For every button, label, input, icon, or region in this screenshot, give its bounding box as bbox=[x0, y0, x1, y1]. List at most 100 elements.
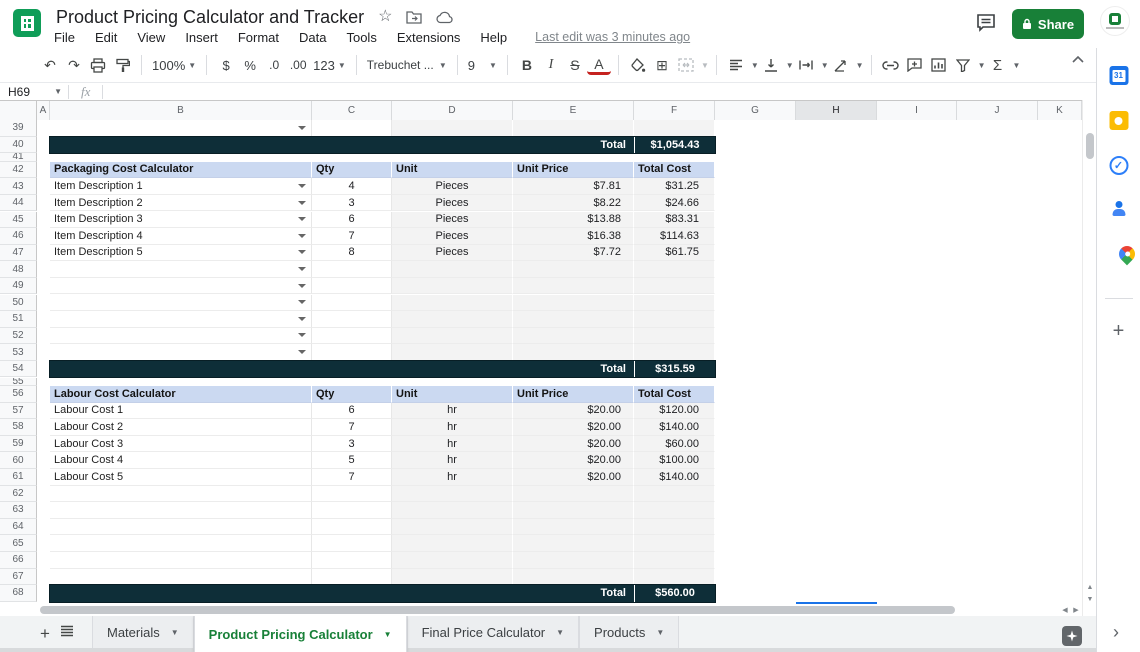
row-header-56[interactable]: 56 bbox=[0, 386, 37, 403]
section-title-cell[interactable]: Labour Cost Calculator bbox=[50, 386, 312, 403]
italic-button[interactable]: I bbox=[548, 57, 554, 72]
row-header-48[interactable]: 48 bbox=[0, 261, 37, 278]
move-folder-icon[interactable] bbox=[406, 10, 423, 24]
column-header-C[interactable]: C bbox=[312, 101, 392, 120]
unit-price-cell[interactable]: $20.00 bbox=[513, 419, 634, 436]
cloud-saved-icon[interactable] bbox=[436, 11, 454, 24]
unit-price-cell[interactable]: $13.88 bbox=[513, 211, 634, 229]
borders-icon[interactable]: ⊞ bbox=[656, 56, 668, 73]
total-cost-cell[interactable] bbox=[634, 502, 715, 519]
unit-cell[interactable] bbox=[392, 261, 513, 278]
star-icon[interactable]: ☆ bbox=[378, 8, 393, 25]
menu-file[interactable]: File bbox=[54, 29, 75, 45]
share-button[interactable]: Share bbox=[1012, 9, 1084, 39]
qty-cell[interactable] bbox=[312, 261, 392, 278]
qty-cell[interactable] bbox=[312, 294, 392, 312]
total-cost-cell[interactable]: $120.00 bbox=[634, 402, 715, 420]
unit-price-cell[interactable]: $8.22 bbox=[513, 194, 634, 212]
row-header-44[interactable]: 44 bbox=[0, 194, 37, 212]
functions-icon[interactable]: Σ bbox=[992, 56, 1003, 74]
unit-cell[interactable] bbox=[392, 311, 513, 328]
qty-cell[interactable] bbox=[312, 535, 392, 552]
total-cost-header-cell[interactable]: Total Cost bbox=[634, 386, 715, 403]
unit-cell[interactable]: hr bbox=[392, 469, 513, 486]
unit-cell[interactable] bbox=[392, 277, 513, 295]
unit-cell[interactable] bbox=[392, 120, 513, 137]
item-name-cell[interactable] bbox=[50, 568, 312, 586]
insert-comment-icon[interactable] bbox=[903, 53, 927, 77]
total-row-bar[interactable]: Total $315.59 bbox=[49, 359, 716, 379]
row-header-43[interactable]: 43 bbox=[0, 178, 37, 195]
sheets-logo-icon[interactable] bbox=[13, 9, 41, 37]
qty-cell[interactable] bbox=[312, 552, 392, 569]
unit-price-cell[interactable] bbox=[513, 552, 634, 569]
total-cost-cell[interactable]: $140.00 bbox=[634, 469, 715, 486]
total-cost-cell[interactable]: $24.66 bbox=[634, 194, 715, 212]
paint-format-icon[interactable] bbox=[110, 53, 134, 77]
item-name-cell[interactable] bbox=[50, 535, 312, 552]
column-header-I[interactable]: I bbox=[877, 101, 957, 120]
functions-dropdown-icon[interactable]: ▼ bbox=[1012, 60, 1021, 70]
unit-cell[interactable] bbox=[392, 485, 513, 503]
qty-cell[interactable]: 6 bbox=[312, 402, 392, 420]
qty-cell[interactable] bbox=[312, 120, 392, 137]
qty-cell[interactable] bbox=[312, 485, 392, 503]
total-cost-cell[interactable] bbox=[634, 485, 715, 503]
item-name-cell[interactable] bbox=[50, 518, 312, 536]
horizontal-align-icon[interactable] bbox=[724, 53, 748, 77]
account-avatar[interactable] bbox=[1100, 6, 1130, 36]
item-name-cell[interactable]: Labour Cost 4 bbox=[50, 452, 312, 469]
column-header-E[interactable]: E bbox=[513, 101, 634, 120]
unit-cell[interactable]: hr bbox=[392, 435, 513, 453]
cell-dropdown-icon[interactable] bbox=[298, 125, 306, 130]
unit-price-cell[interactable] bbox=[513, 327, 634, 345]
unit-cell[interactable] bbox=[392, 344, 513, 361]
row-header-57[interactable]: 57 bbox=[0, 402, 37, 420]
qty-cell[interactable] bbox=[312, 277, 392, 295]
cell-dropdown-icon[interactable] bbox=[298, 233, 306, 238]
cell-dropdown-icon[interactable] bbox=[298, 350, 306, 355]
zoom-select[interactable]: 100% ▼ bbox=[152, 57, 197, 73]
unit-price-header-cell[interactable]: Unit Price bbox=[513, 386, 634, 403]
column-header-A[interactable]: A bbox=[37, 101, 50, 120]
total-cost-cell[interactable] bbox=[634, 311, 715, 328]
add-sheet-icon[interactable]: + bbox=[40, 624, 50, 643]
item-name-cell[interactable] bbox=[50, 552, 312, 569]
row-header-58[interactable]: 58 bbox=[0, 419, 37, 436]
row-header-50[interactable]: 50 bbox=[0, 294, 37, 312]
unit-price-cell[interactable] bbox=[513, 120, 634, 137]
row-header-46[interactable]: 46 bbox=[0, 228, 37, 245]
collapse-toolbar-icon[interactable] bbox=[1072, 56, 1084, 63]
column-header-D[interactable]: D bbox=[392, 101, 513, 120]
row-header-64[interactable]: 64 bbox=[0, 518, 37, 536]
scroll-down-icon[interactable]: ▼ bbox=[1086, 595, 1094, 603]
decrease-decimal-button[interactable]: .0 bbox=[269, 58, 280, 72]
qty-cell[interactable]: 6 bbox=[312, 211, 392, 229]
item-name-cell[interactable] bbox=[50, 485, 312, 503]
total-cost-cell[interactable] bbox=[634, 120, 715, 137]
item-name-cell[interactable] bbox=[50, 311, 312, 328]
item-name-cell[interactable]: Labour Cost 2 bbox=[50, 419, 312, 436]
text-rotation-dropdown-icon[interactable]: ▼ bbox=[855, 60, 864, 70]
sheet-tab-final-price-calculator[interactable]: Final Price Calculator ▼ bbox=[406, 616, 580, 648]
qty-header-cell[interactable]: Qty bbox=[312, 161, 392, 179]
scroll-left-icon[interactable]: ◀ bbox=[1062, 607, 1068, 614]
total-cost-cell[interactable] bbox=[634, 568, 715, 586]
sheet-tab-products[interactable]: Products ▼ bbox=[579, 616, 680, 648]
sheet-tab-dropdown-icon[interactable]: ▼ bbox=[383, 629, 392, 639]
font-family-select[interactable]: Trebuchet ... ▼ bbox=[366, 58, 447, 72]
get-addons-icon[interactable]: + bbox=[1112, 320, 1125, 342]
vertical-align-icon[interactable] bbox=[759, 53, 783, 77]
column-header-B[interactable]: B bbox=[50, 101, 312, 120]
total-cost-cell[interactable] bbox=[634, 552, 715, 569]
unit-price-header-cell[interactable]: Unit Price bbox=[513, 161, 634, 179]
sheet-tab-materials[interactable]: Materials ▼ bbox=[92, 616, 194, 648]
section-title-cell[interactable]: Packaging Cost Calculator bbox=[50, 161, 312, 179]
menu-help[interactable]: Help bbox=[480, 29, 508, 45]
cell-dropdown-icon[interactable] bbox=[298, 184, 306, 189]
qty-cell[interactable]: 3 bbox=[312, 435, 392, 453]
strikethrough-button[interactable]: S bbox=[570, 57, 580, 73]
all-sheets-icon[interactable] bbox=[60, 625, 74, 637]
column-header-H[interactable]: H bbox=[796, 101, 877, 120]
unit-cell[interactable]: Pieces bbox=[392, 228, 513, 245]
